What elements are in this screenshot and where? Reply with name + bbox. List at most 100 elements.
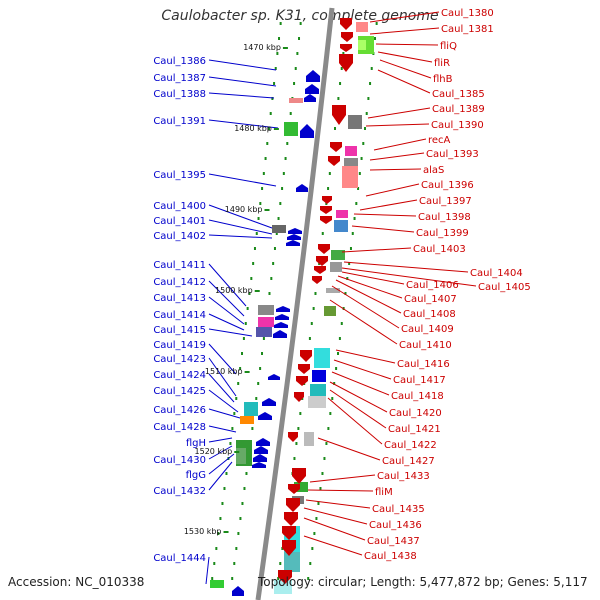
gene-block [258, 305, 274, 315]
tick-dot [310, 322, 313, 325]
tick-dot [308, 337, 311, 340]
gene-label-right: flhB [433, 74, 453, 85]
leader-line [208, 425, 237, 433]
gene-arrow-forward [256, 438, 270, 446]
tick-dot [369, 82, 372, 85]
tick-dot [315, 517, 318, 520]
tick-dot [237, 382, 240, 385]
gene-label-left: Caul_1412 [153, 277, 206, 288]
leader-line [365, 123, 430, 127]
gene-label-right: fliM [375, 487, 393, 498]
gene-block [358, 40, 366, 50]
leader-line [208, 389, 239, 413]
tick-dot [362, 142, 365, 145]
tick-dot [277, 217, 280, 220]
tick-dot [223, 487, 226, 490]
tick-dot [225, 472, 228, 475]
leader-line [208, 437, 233, 443]
tick-dot [279, 562, 282, 565]
tick-dot [353, 217, 356, 220]
gene-label-left: Caul_1444 [153, 553, 206, 564]
tick-dot [246, 307, 249, 310]
tick-dot [327, 427, 330, 430]
tick-dot [231, 427, 234, 430]
gene-label-left: Caul_1415 [153, 325, 206, 336]
gene-arrow-forward [232, 586, 244, 596]
genome-backbone [255, 7, 335, 600]
scale-label: 1470 kbp [243, 43, 281, 52]
tick-dot [261, 352, 264, 355]
gene-block [312, 370, 326, 382]
leader-line [369, 11, 440, 23]
tick-dot [241, 502, 244, 505]
leader-line [303, 507, 368, 525]
gene-block [289, 98, 303, 103]
gene-arrow-reverse [330, 142, 342, 152]
gene-arrow-reverse [312, 276, 322, 284]
tick-dot [279, 202, 282, 205]
scale-tick [223, 531, 229, 533]
gene-label-left: flgG [186, 470, 206, 481]
leader-line [317, 437, 381, 461]
tick-dot [331, 397, 334, 400]
leader-line [333, 359, 392, 380]
gene-label-right: Caul_1380 [441, 8, 494, 19]
tick-dot [248, 292, 251, 295]
gene-label-left: Caul_1430 [153, 455, 206, 466]
tick-dot [319, 487, 322, 490]
gene-block [310, 384, 326, 396]
gene-arrow-forward [288, 228, 302, 234]
tick-dot [276, 52, 279, 55]
gene-label-right: Caul_1420 [389, 408, 442, 419]
leader-line [335, 349, 396, 364]
leader-line [208, 328, 253, 337]
tick-dot [299, 412, 302, 415]
tick-dot [213, 562, 216, 565]
tick-dot [367, 97, 370, 100]
gene-arrow-reverse [314, 266, 326, 274]
leader-line [208, 343, 237, 375]
tick-dot [253, 247, 256, 250]
tick-dot [277, 577, 280, 580]
tick-dot [355, 202, 358, 205]
scale-label: 1520 kbp [195, 447, 233, 456]
tick-dot [375, 22, 378, 25]
tick-dot [221, 502, 224, 505]
gene-block [344, 158, 358, 166]
gene-arrow-reverse [320, 216, 332, 224]
scale-tick [264, 209, 270, 211]
gene-block [244, 402, 258, 416]
leader-line [208, 59, 277, 71]
right-gene-labels: Caul_1380 Caul_1381 fliQ fliR flhB Caul_1385 C… [364, 8, 531, 562]
gene-label-left: Caul_1391 [153, 116, 206, 127]
gene-block [284, 122, 298, 136]
tick-dot [273, 82, 276, 85]
map-title: Caulobacter sp. K31, complete genome [161, 8, 439, 24]
tick-dot [325, 202, 328, 205]
gene-block [331, 250, 345, 260]
tick-dot [282, 172, 285, 175]
gene-label-right: Caul_1407 [404, 294, 457, 305]
gene-label-right: Caul_1408 [403, 309, 456, 320]
gene-arrow-reverse [284, 512, 298, 526]
leader-line [303, 535, 363, 556]
gene-block [272, 225, 286, 233]
gene-arrow-reverse [322, 196, 332, 204]
leader-line [208, 453, 235, 475]
tick-dot [333, 382, 336, 385]
gene-label-left: Caul_1426 [153, 405, 206, 416]
gene-arrow-forward [273, 330, 287, 338]
gene-label-right: Caul_1437 [367, 536, 420, 547]
gene-block [304, 432, 314, 446]
gene-label-right: Caul_1418 [391, 391, 444, 402]
leader-line [373, 138, 427, 151]
gene-arrow-forward [252, 462, 266, 468]
gene-label-right: Caul_1405 [478, 282, 531, 293]
leader-line [309, 474, 376, 483]
leader-line [208, 219, 273, 235]
tick-dot [289, 112, 292, 115]
tick-dot [264, 157, 267, 160]
gene-label-right: Caul_1433 [377, 471, 430, 482]
tick-dot [274, 67, 277, 70]
tick-dot [309, 562, 312, 565]
